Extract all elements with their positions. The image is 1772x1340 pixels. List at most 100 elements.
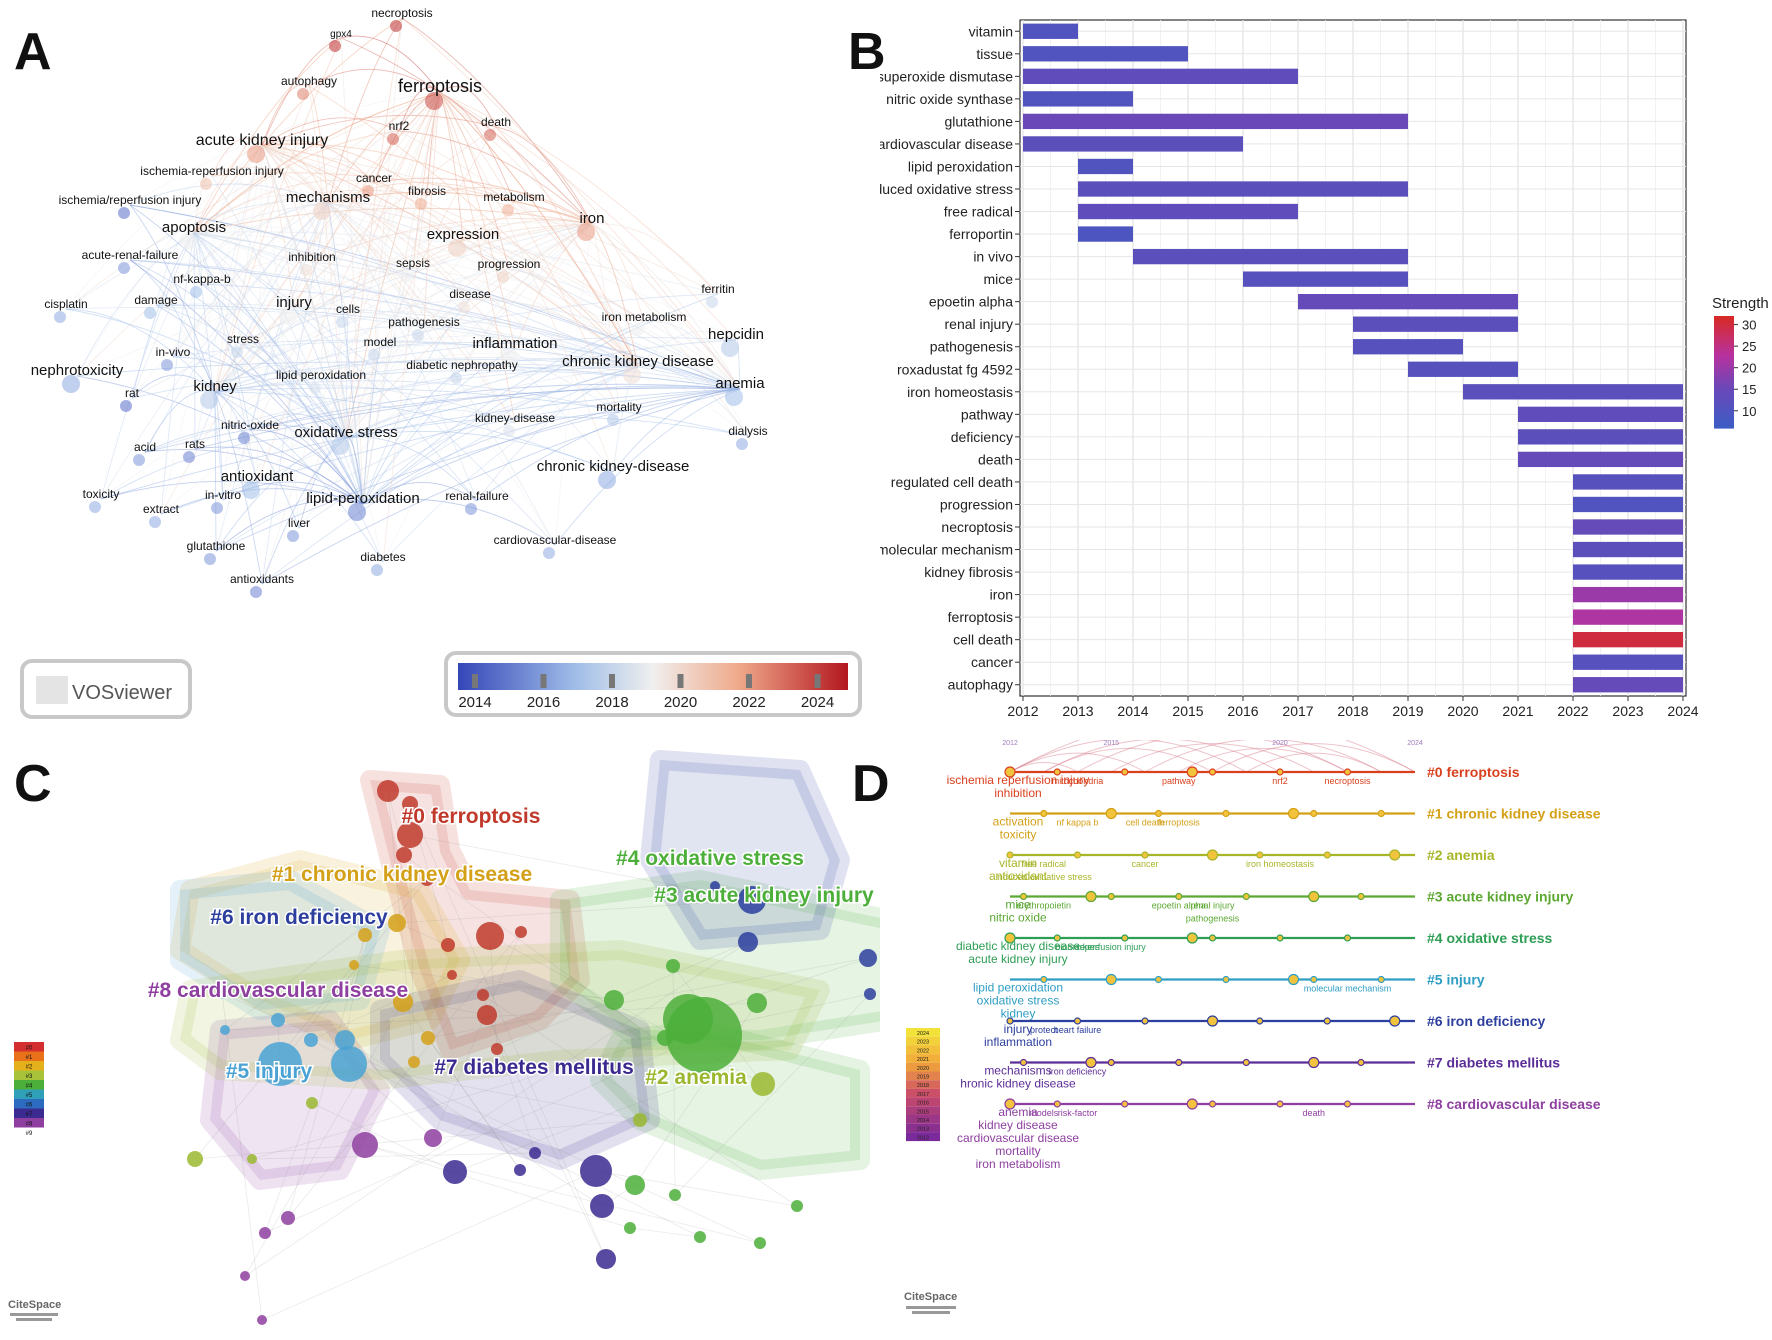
a-node-oxidative-stress: [331, 437, 349, 455]
d-legend-year-2016: 2016: [917, 1101, 929, 1107]
a-edge-289: [439, 92, 614, 473]
d-arc-8: [1043, 747, 1213, 773]
a-edge-20: [439, 92, 639, 368]
d-node-2-0: [1206, 849, 1219, 861]
d-legend-swatch-2012: [906, 1132, 940, 1142]
a-edge-43: [211, 166, 329, 204]
c-edge-56: [674, 993, 871, 1196]
a-label-cancer: cancer: [356, 171, 392, 185]
d-term-activation-6: activation: [993, 815, 1044, 829]
c-node-23: [657, 1030, 673, 1046]
b-legend-strip-31: [1714, 378, 1734, 381]
d-node-0-5: [1053, 768, 1061, 776]
a-edge-46: [211, 175, 741, 390]
a-label-ferroptosis: ferroptosis: [398, 76, 482, 96]
d-term-ischemia-reperfusion-injury-0: ischemia reperfusion injury: [947, 773, 1090, 787]
a-edge-37: [261, 145, 639, 368]
a-edge-322: [160, 232, 195, 515]
a-edge-41: [261, 145, 364, 505]
b-label-kidney-fibrosis: kidney fibrosis: [924, 564, 1013, 580]
a-node-model: [368, 349, 380, 361]
d-term-necroptosis-5: necroptosis: [1324, 776, 1371, 786]
a-edge-169: [193, 232, 425, 328]
d-legend-swatch-2016: [906, 1097, 940, 1107]
a-node-acid: [133, 454, 145, 466]
d-term-molecular-mechanism-32: molecular mechanism: [1304, 984, 1392, 994]
a-edge-331: [215, 202, 329, 552]
c-legend-swatch-1: [14, 1051, 44, 1061]
c-edge-28: [427, 957, 869, 1039]
a-node-extract: [149, 516, 161, 528]
a-edge-276: [144, 449, 364, 505]
a-label-in-vitro: in-vitro: [205, 488, 241, 502]
c-edge-40: [194, 1119, 641, 1160]
c-node-27: [738, 932, 758, 952]
d-legend-swatch-2019: [906, 1071, 940, 1081]
b-bar-tissue: [1023, 46, 1188, 62]
c-legend-swatch-5: [14, 1089, 44, 1099]
a-edge-348: [214, 391, 384, 563]
c-node-60: [624, 1222, 636, 1234]
a-label-antioxidants: antioxidants: [230, 572, 294, 586]
a-edge-67: [426, 187, 593, 225]
d-arc-9: [1212, 743, 1416, 773]
d-legend-swatch-2023: [906, 1036, 940, 1046]
d-term-pathway-3: pathway: [1162, 776, 1196, 786]
a-edge-113: [327, 201, 510, 270]
citespace-logo-c-text: CiteSpace: [8, 1299, 61, 1311]
a-node-cells: [336, 316, 348, 328]
a-node-injury: [279, 307, 297, 325]
d-term-death-45: death: [1302, 1108, 1325, 1118]
a-edge-172: [439, 92, 737, 341]
b-legend-tick-15: 15: [1742, 382, 1756, 397]
a-edge-135: [65, 308, 347, 439]
a-edge-54: [129, 92, 441, 206]
c-legend-label-8: #8: [26, 1122, 33, 1128]
a-edge-235: [214, 387, 347, 439]
a-colorbar-tick-2022: 2022: [732, 694, 765, 711]
b-legend-strip-3: [1714, 322, 1734, 325]
a-label-ischemia-reperfusion-injury: ischemia-reperfusion injury: [140, 164, 283, 178]
d-term-ferroptosis-9: ferroptosis: [1158, 818, 1201, 828]
a-node-iron-metabolism: [632, 324, 644, 336]
c-cluster-area-7: [370, 970, 660, 1170]
a-edge-138: [155, 303, 639, 368]
a-edge-211: [214, 357, 639, 393]
d-node-4-0: [1004, 932, 1016, 944]
a-edge-285: [256, 223, 593, 483]
a-node-chronic-kidney-disease: [598, 471, 616, 489]
a-edge-313: [327, 202, 478, 502]
a-edge-149: [261, 145, 349, 315]
a-edge-271: [144, 202, 329, 453]
a-edge-269: [214, 387, 749, 437]
c-edge-3: [403, 854, 708, 1078]
a-edge-294: [345, 430, 614, 473]
d-term-induced-oxidative-stress-13: induced oxidative stress: [996, 872, 1093, 882]
a-edge-187: [193, 232, 516, 350]
d-node-1-0: [1105, 807, 1117, 820]
a-edge-214: [320, 352, 639, 381]
b-legend-strip-29: [1714, 374, 1734, 377]
d-node-2-4: [1073, 851, 1082, 859]
a-edge-151: [347, 311, 639, 368]
a-edge-117: [345, 268, 510, 439]
c-edge-26: [409, 834, 753, 901]
d-cluster-label-0: #0 ferroptosis: [1427, 764, 1520, 780]
b-legend-strip-28: [1714, 372, 1734, 375]
a-edge-191: [172, 145, 263, 358]
a-label-cardiovascular-disease: cardiovascular-disease: [494, 533, 617, 547]
b-legend-strip-11: [1714, 338, 1734, 341]
d-legend-swatch-2014: [906, 1115, 940, 1124]
b-xtick-2020: 2020: [1447, 703, 1478, 719]
a-edge-86: [193, 232, 741, 390]
d-year-2012: 2012: [1002, 740, 1018, 747]
c-node-14: [349, 960, 359, 970]
b-legend-strip-21: [1714, 358, 1734, 361]
c-node-3: [396, 847, 412, 863]
a-edge-15: [308, 85, 639, 368]
b-label-progression: progression: [940, 496, 1013, 512]
d-node-3-0: [1308, 890, 1320, 903]
d-term-anemia-38: anemia: [998, 1105, 1038, 1119]
a-edge-203: [76, 145, 263, 377]
b-bar-iron: [1573, 586, 1683, 603]
